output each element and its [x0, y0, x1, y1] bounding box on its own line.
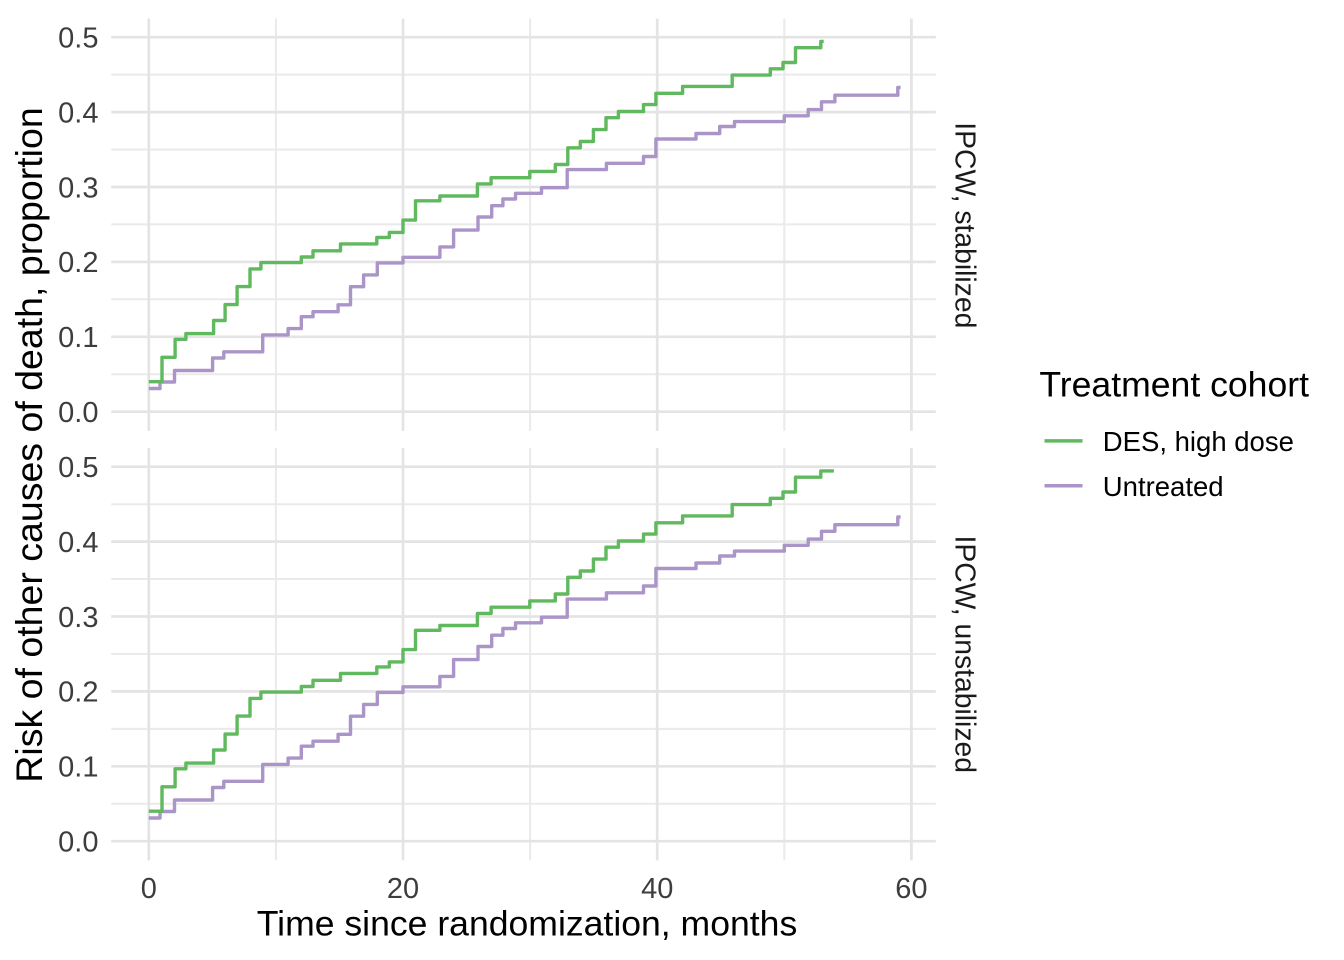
svg-text:0: 0 [141, 873, 157, 905]
svg-text:0.1: 0.1 [58, 752, 98, 784]
svg-text:0.5: 0.5 [58, 452, 98, 484]
svg-text:0.0: 0.0 [58, 827, 98, 859]
svg-text:0.5: 0.5 [58, 23, 98, 55]
svg-text:0.2: 0.2 [58, 677, 98, 709]
svg-text:0.1: 0.1 [58, 322, 98, 354]
svg-text:20: 20 [387, 873, 419, 905]
svg-text:DES, high dose: DES, high dose [1103, 426, 1294, 457]
svg-text:0.0: 0.0 [58, 397, 98, 429]
svg-text:60: 60 [895, 873, 927, 905]
svg-text:0.4: 0.4 [58, 527, 98, 559]
svg-text:0.3: 0.3 [58, 602, 98, 634]
svg-text:Risk of other causes of death,: Risk of other causes of death, proportio… [8, 107, 50, 782]
svg-text:Time since randomization, mont: Time since randomization, months [257, 904, 797, 944]
svg-text:40: 40 [641, 873, 673, 905]
svg-text:IPCW, stabilized: IPCW, stabilized [950, 122, 982, 328]
svg-text:Treatment cohort: Treatment cohort [1039, 364, 1309, 404]
svg-text:0.3: 0.3 [58, 172, 98, 204]
svg-text:0.2: 0.2 [58, 247, 98, 279]
svg-text:0.4: 0.4 [58, 97, 98, 129]
svg-text:IPCW, unstabilized: IPCW, unstabilized [950, 535, 982, 772]
svg-text:Untreated: Untreated [1103, 471, 1224, 502]
